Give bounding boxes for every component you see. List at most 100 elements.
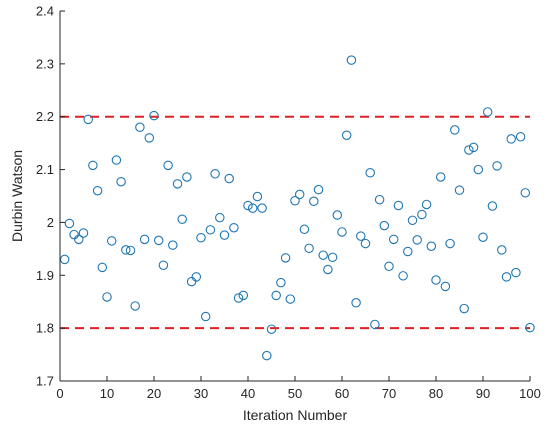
data-point: [177, 214, 187, 225]
data-point: [196, 233, 206, 243]
x-tick-label: 40: [241, 386, 255, 401]
data-point: [506, 134, 516, 144]
data-points: [59, 55, 535, 361]
x-axis-label: Iteration Number: [243, 407, 348, 423]
data-point: [205, 225, 216, 235]
data-point: [153, 235, 164, 246]
data-point: [92, 185, 103, 196]
data-point: [501, 272, 512, 282]
data-point: [59, 254, 70, 265]
data-point: [83, 114, 93, 125]
data-point: [229, 222, 239, 233]
y-tick-label: 1.7: [36, 374, 54, 389]
data-point: [412, 235, 422, 245]
y-axis-label: Durbin Watson: [9, 150, 25, 242]
y-tick-label: 1.8: [36, 321, 54, 336]
data-point: [238, 290, 249, 301]
data-point: [163, 160, 173, 171]
data-point: [69, 229, 79, 240]
data-point: [407, 215, 418, 226]
data-point: [172, 179, 183, 189]
data-point: [182, 172, 192, 182]
x-tick-label: 30: [194, 386, 208, 401]
reference-lines: [60, 115, 530, 330]
data-point: [351, 298, 361, 308]
data-point: [464, 145, 474, 155]
data-point: [459, 303, 469, 314]
tick-labels: 0 10 20 30 40 50 60 70 80 90 100 1.7 1.8 1.9 2 2.1 2.2 2.…: [36, 4, 541, 402]
data-point: [473, 164, 484, 175]
x-tick-label: 50: [288, 386, 302, 401]
data-point: [511, 267, 521, 278]
data-point: [88, 160, 98, 171]
data-point: [294, 189, 305, 200]
data-point: [233, 293, 244, 303]
data-point: [525, 322, 535, 333]
y-tick-label: 2: [47, 215, 54, 230]
x-tick-label: 90: [476, 386, 490, 401]
data-point: [393, 200, 404, 211]
y-tick-label: 1.9: [36, 268, 54, 283]
data-point: [144, 133, 155, 143]
data-point: [262, 350, 272, 361]
data-point: [271, 290, 281, 301]
data-point: [215, 212, 225, 223]
data-point: [276, 277, 286, 288]
data-point: [139, 234, 150, 245]
data-point: [257, 203, 267, 213]
data-point: [426, 241, 437, 251]
x-tick-label: 10: [100, 386, 114, 401]
data-point: [97, 262, 108, 273]
data-point: [266, 324, 277, 334]
y-tick-label: 2.2: [36, 109, 54, 124]
data-point: [64, 218, 75, 229]
x-tick-label: 60: [335, 386, 349, 401]
data-point: [243, 200, 253, 211]
data-point: [468, 142, 479, 153]
data-point: [403, 246, 413, 257]
data-point: [224, 173, 234, 184]
data-point: [125, 245, 136, 256]
data-point: [116, 176, 126, 187]
data-point: [492, 161, 502, 171]
data-point: [252, 191, 263, 202]
data-point: [520, 188, 531, 198]
data-point: [454, 185, 465, 195]
x-tick-label: 20: [147, 386, 161, 401]
data-point: [323, 264, 333, 275]
data-point: [285, 294, 296, 304]
data-point: [247, 203, 258, 213]
data-point: [313, 184, 324, 195]
data-point: [370, 319, 380, 330]
x-tick-label: 70: [382, 386, 396, 401]
data-point: [332, 210, 343, 220]
data-point: [435, 172, 446, 182]
data-point: [450, 125, 460, 135]
data-point: [374, 194, 385, 205]
data-point: [191, 272, 202, 282]
data-point: [337, 227, 347, 237]
data-point: [360, 238, 371, 249]
data-point: [200, 311, 211, 322]
data-point: [135, 122, 145, 133]
data-point: [384, 261, 394, 272]
data-point: [74, 234, 84, 245]
data-point: [219, 230, 230, 240]
data-point: [186, 276, 197, 287]
data-point: [121, 245, 131, 255]
data-point: [440, 281, 451, 292]
data-point: [356, 231, 366, 241]
data-point: [482, 107, 493, 117]
data-point: [478, 232, 488, 242]
data-point: [445, 238, 455, 249]
x-tick-label: 100: [519, 386, 541, 401]
axes: [59, 10, 531, 382]
data-point: [78, 228, 89, 238]
data-point: [168, 240, 178, 250]
data-point: [210, 169, 220, 179]
data-point: [365, 167, 375, 178]
data-point: [280, 253, 291, 263]
data-point: [318, 250, 328, 260]
